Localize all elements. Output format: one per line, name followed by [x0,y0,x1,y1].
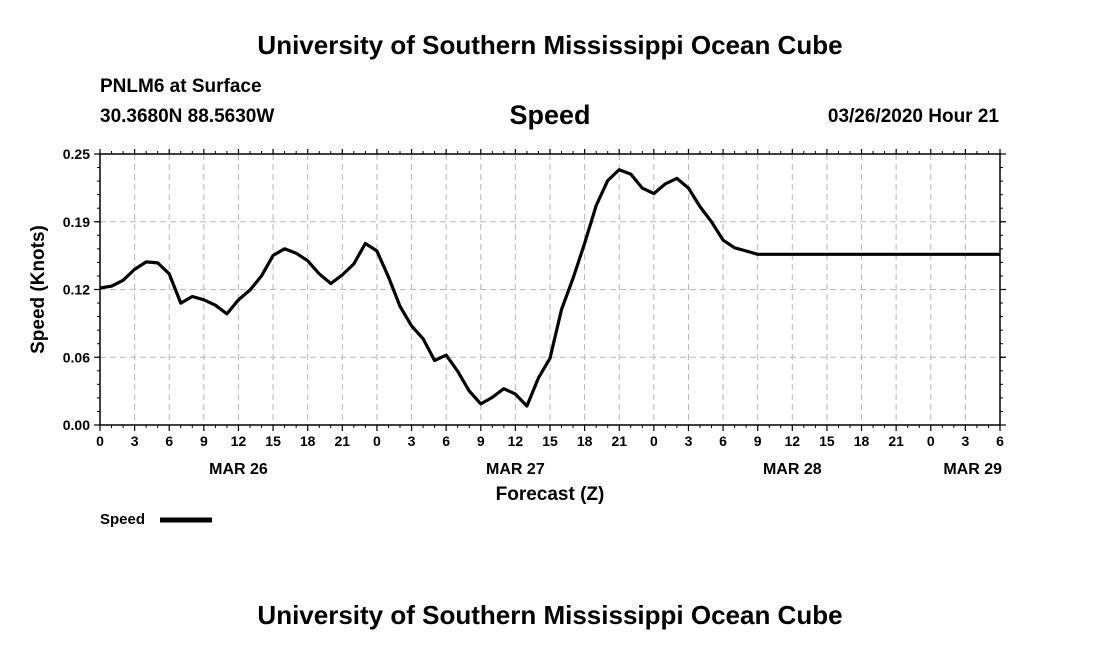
x-tick-label: 3 [131,433,139,449]
x-tick-label: 12 [785,433,801,449]
x-tick-label: 6 [719,433,727,449]
date-label: MAR 27 [486,461,545,478]
x-tick-label: 6 [996,433,1004,449]
date-label: MAR 28 [763,461,822,478]
axes [94,149,1006,431]
x-tick-label: 12 [508,433,524,449]
date-label: MAR 26 [209,461,268,478]
x-tick-label: 18 [300,433,316,449]
x-tick-label: 12 [231,433,247,449]
x-tick-label: 18 [854,433,870,449]
series-layer [99,168,1000,408]
chart-title-top: University of Southern Mississippi Ocean… [257,30,843,60]
grid [100,154,1000,425]
x-axis-title: Forecast (Z) [496,484,605,505]
x-tick-label: 9 [754,433,762,449]
x-tick-label: 0 [650,433,658,449]
x-tick-label: 18 [577,433,593,449]
y-tick-label: 0.00 [63,417,90,433]
date-label: MAR 29 [943,461,1002,478]
y-tick-label: 0.25 [63,146,90,162]
x-tick-label: 15 [265,433,281,449]
x-tick-label: 0 [96,433,104,449]
y-tick-label: 0.12 [63,282,90,298]
coordinates-label: 30.3680N 88.5630W [100,106,275,127]
x-tick-label: 15 [819,433,835,449]
axis-labels: 0 3 6 9 12 15 18 21 0 3 6 9 12 15 18 21 0 3 6 9 12 15 18 21 0 3 6 0… [28,146,1004,528]
legend-label: Speed [100,511,145,528]
forecast-datetime: 03/26/2020 Hour 21 [827,106,999,127]
plot-frame [99,153,1001,426]
y-tick-label: 0.06 [63,349,90,365]
y-axis-title: Speed (Knots) [28,225,49,354]
station-label: PNLM6 at Surface [100,76,262,97]
x-tick-label: 0 [927,433,935,449]
x-tick-label: 9 [477,433,485,449]
y-tick-label: 0.19 [63,214,90,230]
x-tick-label: 3 [408,433,416,449]
x-tick-label: 21 [611,433,627,449]
chart-title-bottom: University of Southern Mississippi Ocean… [257,600,843,630]
parameter-title: Speed [509,100,591,130]
x-tick-label: 9 [200,433,208,449]
x-tick-label: 21 [335,433,351,449]
x-tick-label: 3 [685,433,693,449]
x-tick-label: 21 [888,433,904,449]
x-tick-label: 6 [165,433,173,449]
x-tick-label: 15 [542,433,558,449]
x-tick-label: 6 [442,433,450,449]
x-tick-label: 0 [373,433,381,449]
series-line-speed [99,168,1000,408]
x-tick-label: 3 [961,433,969,449]
